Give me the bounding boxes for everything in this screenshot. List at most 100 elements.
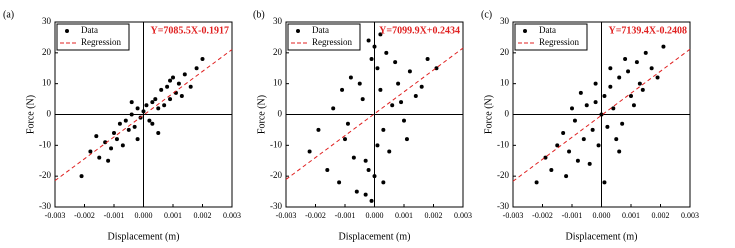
data-point [132,124,137,129]
legend-box [56,23,130,51]
data-point [126,127,131,132]
data-point [135,106,140,111]
data-point [564,174,569,179]
y-tick-label: 0 [47,109,52,119]
data-point [176,81,181,86]
x-tick-label: 0.003 [681,211,699,220]
legend-marker [523,29,527,33]
data-point [94,134,99,139]
regression-line [285,47,464,180]
data-point [79,174,84,179]
panel-label: (b) [253,9,265,20]
data-point [608,84,613,89]
data-point [369,57,374,61]
data-point [325,168,330,172]
data-point [357,81,362,86]
regression-equation: Y=7139.4X-0.2408 [609,25,687,36]
x-tick-label: 0.002 [194,211,212,220]
data-point [402,118,406,123]
data-point [150,121,155,126]
data-point [114,137,119,142]
data-point [581,137,586,142]
data-point [363,158,368,163]
legend-label: Data [81,25,98,35]
data-point [109,146,114,151]
y-tick-label: -20 [270,170,282,180]
data-point [584,103,589,108]
data-point [168,78,173,83]
x-tick-label: -0.001 [104,211,125,220]
data-point [596,143,601,148]
y-tick-label: 10 [500,78,510,88]
x-tick-label: 0.001 [622,211,640,220]
data-point [340,87,345,92]
panel-label: (c) [481,9,492,20]
data-point [620,121,625,126]
y-tick-label: 0 [505,109,510,119]
x-axis-label: Displacement (m) [108,231,180,242]
data-point [572,118,577,123]
data-point [661,44,666,49]
data-point [375,66,380,71]
x-tick-label: -0.003 [45,211,66,220]
x-tick-label: -0.001 [562,211,583,220]
data-point [182,72,187,77]
y-tick-label: -10 [497,139,509,149]
data-point [366,168,371,172]
x-tick-label: 0.002 [652,211,670,220]
regression-equation: Y=7099.9X+0.2434 [379,25,460,36]
x-tick-label: -0.003 [276,211,297,220]
data-point [337,180,342,185]
data-point [578,90,583,95]
y-tick-label: 30 [500,16,510,26]
data-point [640,87,645,92]
data-point [614,137,619,142]
legend-box [287,23,361,51]
data-point [599,112,604,117]
x-tick-label: 0.003 [454,211,472,220]
data-point [590,127,595,132]
y-axis-label: Force (N) [256,95,267,134]
x-tick-label: 0.003 [223,211,241,220]
y-tick-label: 30 [273,16,283,26]
data-point [307,149,312,154]
y-tick-label: -20 [39,170,51,180]
legend-label: Data [539,25,556,35]
y-tick-label: 20 [500,47,510,57]
data-point [425,57,430,61]
data-point [602,94,607,98]
data-point [413,94,418,98]
data-point [655,75,660,80]
x-tick-label: -0.002 [532,211,553,220]
data-point [643,50,648,55]
x-tick-label: 0.000 [135,211,153,220]
x-tick-label: 0.000 [593,211,611,220]
data-point [348,75,353,80]
data-point [141,109,146,114]
legend-label: Regression [539,37,579,47]
data-point [112,131,116,135]
data-point [387,149,392,154]
data-point [419,84,424,89]
data-point [369,198,374,203]
x-axis-label: Displacement (m) [566,231,638,242]
data-point [602,180,607,185]
data-point [316,127,321,132]
data-point [147,118,152,123]
data-point [381,127,386,132]
data-point [404,137,409,142]
data-point [378,87,383,92]
x-tick-label: 0.001 [164,211,182,220]
data-point [363,192,368,197]
data-point [611,106,616,111]
data-point [605,124,610,129]
y-tick-label: 10 [42,78,52,88]
y-tick-label: -20 [497,170,509,180]
x-tick-label: -0.002 [74,211,95,220]
data-point [372,174,377,179]
data-point [561,131,566,135]
data-point [88,149,93,154]
y-tick-label: -10 [39,139,51,149]
y-tick-label: 20 [273,47,283,57]
